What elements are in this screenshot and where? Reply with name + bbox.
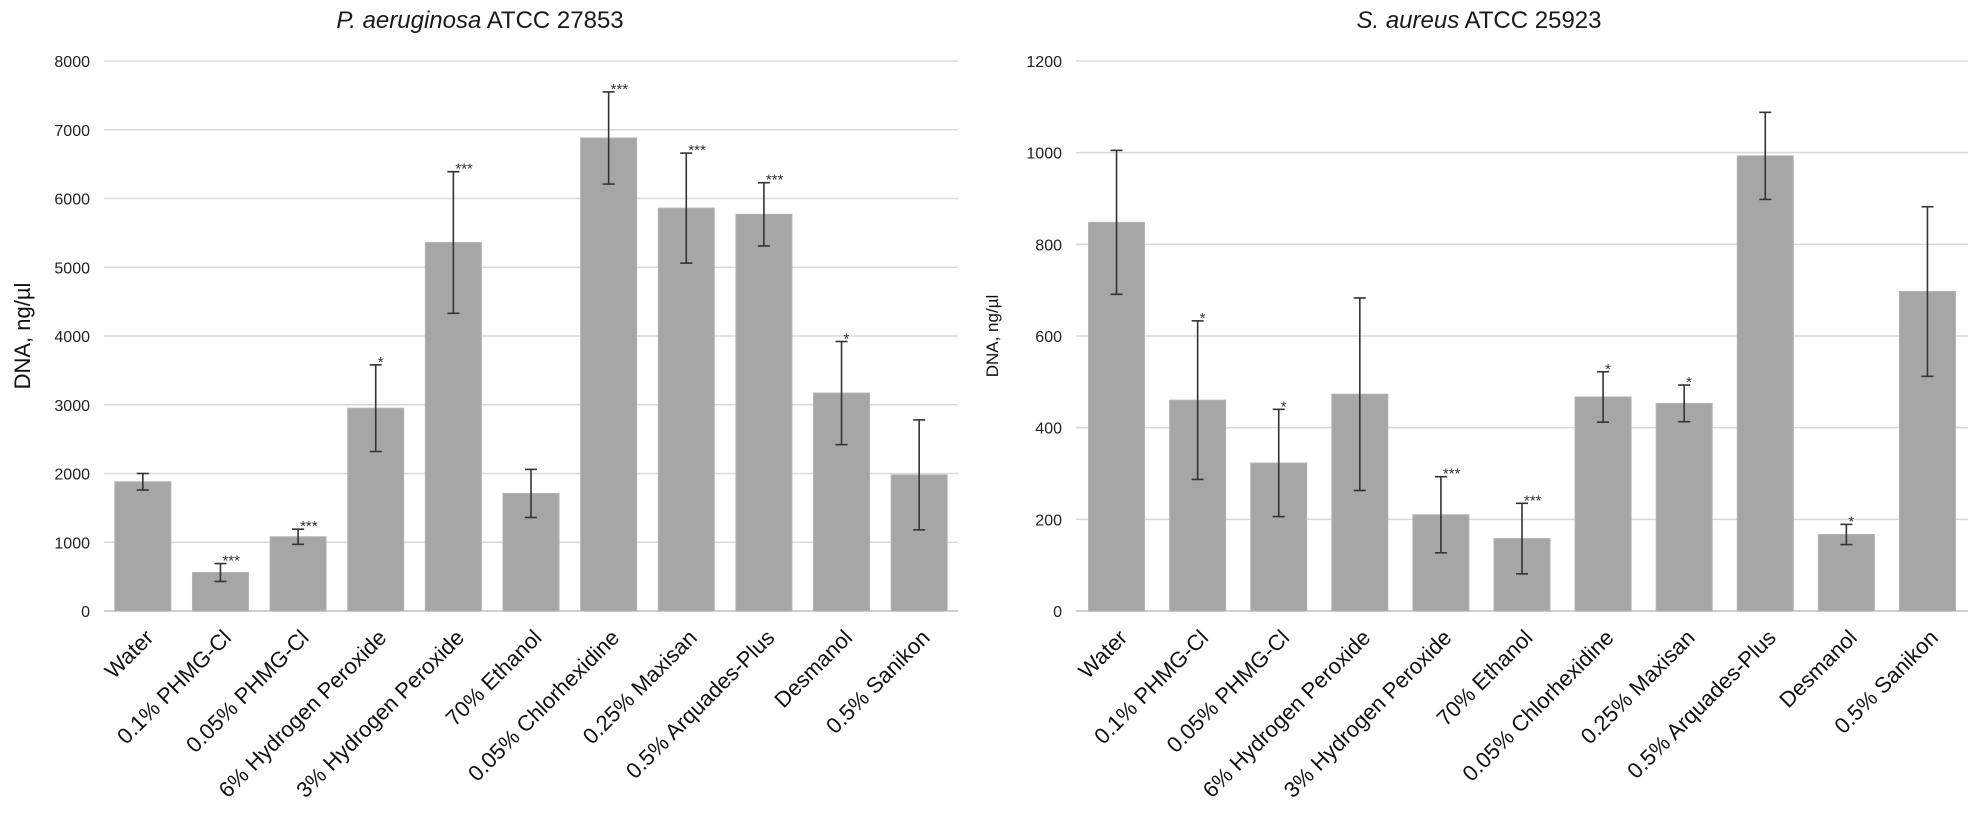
chart-panel-s-aureus: S. aureus ATCC 25923 0 200 400 600 800 1000 120… [983,7,1968,803]
x-tick-label: Desmanol [1774,625,1862,713]
y-tick-label: 1000 [54,535,90,552]
y-tick-label: 4000 [54,329,90,346]
chart-title-organism: P. aeruginosa [336,7,481,34]
significance-mark: * [378,354,384,371]
bar [580,137,638,612]
significance-mark: *** [300,518,318,535]
significance-mark: *** [1524,492,1542,509]
y-tick-label: 0 [1053,604,1062,621]
y-tick-label: 2000 [54,467,90,484]
significance-mark: * [844,331,850,348]
y-tick-label: 7000 [54,123,90,140]
chart-title-organism: S. aureus [1356,7,1459,34]
y-tick-label: 3000 [54,398,90,415]
y-tick-label: 1000 [1026,146,1062,163]
y-tick-label: 1200 [1026,54,1062,71]
x-tick-label: 3% Hydrogen Peroxide [1279,625,1457,803]
x-tick-label: 0.5% Arquades-Plus [621,625,780,784]
bar [1574,396,1632,612]
significance-mark: * [1281,398,1287,415]
chart-title: S. aureus ATCC 25923 [1356,7,1601,34]
x-tick-label: 0.05% Chlorhexidine [463,625,624,786]
bar [735,213,793,612]
bar [657,207,715,612]
x-tick-label: Water [100,625,159,684]
y-tick-label: 0 [81,604,90,621]
significance-mark: *** [766,172,784,189]
significance-mark: * [1686,374,1692,391]
x-tick-label: 0.05% Chlorhexidine [1457,625,1618,786]
significance-mark: * [1605,361,1611,378]
x-tick-label: Water [1073,625,1132,684]
chart-title-strain: ATCC 25923 [1459,7,1601,34]
y-axis-label: DNA, ng/µl [983,295,1002,378]
y-tick-label: 8000 [54,54,90,71]
chart-title: P. aeruginosa ATCC 27853 [336,7,623,34]
significance-mark: * [1200,310,1206,327]
y-tick-label: 6000 [54,192,90,209]
y-tick-label: 800 [1035,237,1062,254]
chart-title-strain: ATCC 27853 [481,7,623,34]
y-tick-label: 200 [1035,512,1062,529]
significance-mark: *** [611,81,629,98]
significance-mark: *** [1443,466,1461,483]
significance-mark: *** [688,142,706,159]
x-tick-label: 0.5% Arquades-Plus [1622,625,1781,784]
significance-mark: *** [222,553,240,570]
chart-panel-p-aeruginosa: P. aeruginosa ATCC 27853 0 1000 2000 3000 400… [10,7,958,803]
bar [269,536,327,612]
y-axis-label: DNA, ng/µl [10,283,35,390]
significance-mark: * [1848,513,1854,530]
y-tick-label: 5000 [54,260,90,277]
y-tick-label: 400 [1035,421,1062,438]
y-tick-label: 600 [1035,329,1062,346]
bar [114,481,172,612]
significance-mark: *** [455,161,473,178]
bar [1817,533,1875,612]
bar [1655,402,1713,612]
bar [1736,155,1794,612]
